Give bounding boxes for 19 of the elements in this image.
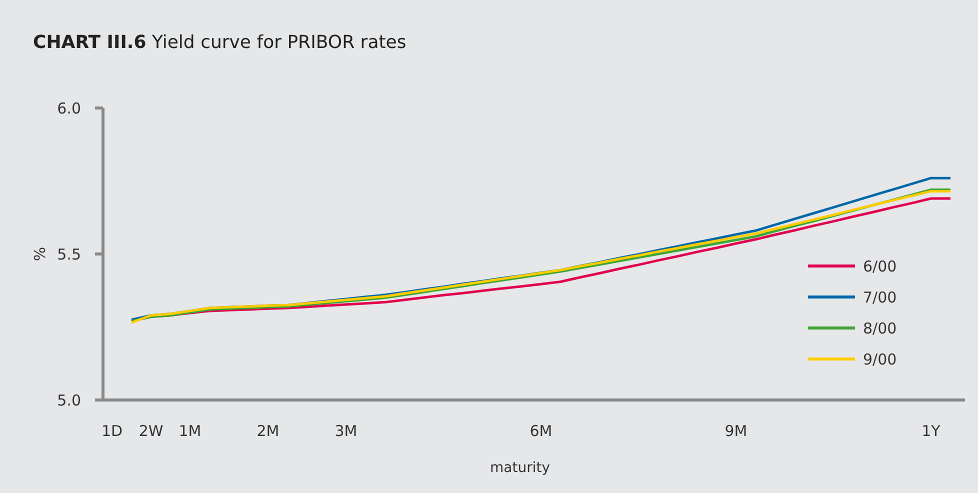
x-tick-label: 9M	[724, 422, 748, 440]
y-tick-label: 5.5	[57, 245, 81, 264]
chart-subtitle: Yield curve for PRIBOR rates	[146, 32, 406, 53]
y-tick-label: 5.0	[57, 391, 81, 410]
legend-label: 6/00	[863, 257, 897, 276]
x-tick-label: 2W	[138, 422, 164, 440]
x-tick-label: 1D	[101, 422, 123, 440]
y-axis-title: %	[31, 246, 49, 262]
y-tick-label: 6.0	[57, 99, 81, 118]
x-axis-title: maturity	[490, 460, 550, 476]
legend-label: 7/00	[863, 288, 897, 306]
chart-title: CHART III.6	[33, 32, 146, 53]
x-tick-label: 3M	[334, 422, 358, 440]
x-tick-label: 6M	[530, 422, 552, 440]
x-tick-label: 1Y	[922, 422, 942, 440]
x-tick-label: 1M	[178, 422, 202, 440]
legend-label: 8/00	[863, 319, 897, 338]
x-tick-label: 2M	[256, 422, 280, 440]
legend-label: 9/00	[863, 350, 897, 368]
